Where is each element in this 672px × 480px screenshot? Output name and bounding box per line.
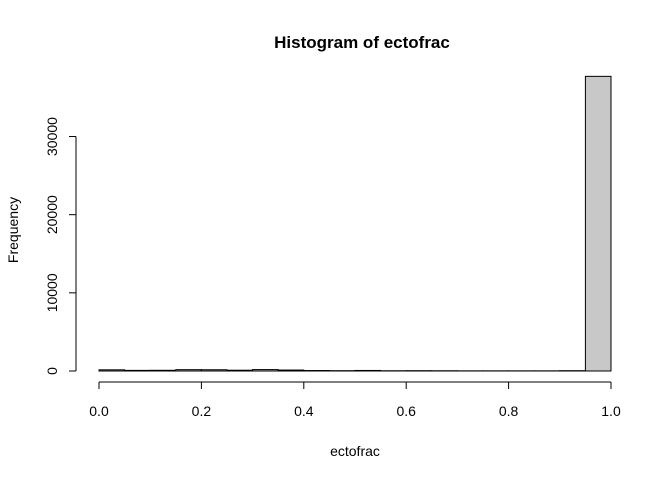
x-tick-label: 0.8 bbox=[499, 403, 519, 419]
histogram-bar bbox=[584, 75, 612, 372]
x-tick-label: 0.6 bbox=[396, 403, 416, 419]
y-axis-label: Frequency bbox=[5, 197, 21, 263]
x-tick-label: 0.0 bbox=[89, 403, 109, 419]
y-tick-label: 10000 bbox=[44, 273, 60, 312]
x-tick-label: 0.2 bbox=[192, 403, 212, 419]
x-tick-label: 1.0 bbox=[601, 403, 621, 419]
y-tick-label: 0 bbox=[44, 367, 60, 375]
histogram-bar bbox=[175, 369, 202, 372]
histogram-bar bbox=[124, 369, 151, 372]
histogram-bar bbox=[252, 369, 279, 372]
histogram-bar bbox=[226, 369, 254, 372]
chart-title: Histogram of ectofrac bbox=[274, 33, 450, 52]
histogram-bar bbox=[98, 369, 126, 372]
histogram-bar bbox=[200, 369, 228, 372]
bars-group bbox=[98, 75, 612, 372]
y-axis: 0 10000 20000 30000 bbox=[44, 117, 77, 375]
y-tick-label: 20000 bbox=[44, 195, 60, 234]
histogram-bar bbox=[149, 369, 177, 372]
x-axis-label: ectofrac bbox=[330, 443, 380, 459]
x-axis: 0.0 0.2 0.4 0.6 0.8 1.0 bbox=[89, 381, 621, 419]
histogram-bar bbox=[354, 369, 382, 372]
histogram-bar bbox=[277, 369, 305, 372]
y-tick-label: 30000 bbox=[44, 117, 60, 156]
x-tick-label: 0.4 bbox=[294, 403, 314, 419]
